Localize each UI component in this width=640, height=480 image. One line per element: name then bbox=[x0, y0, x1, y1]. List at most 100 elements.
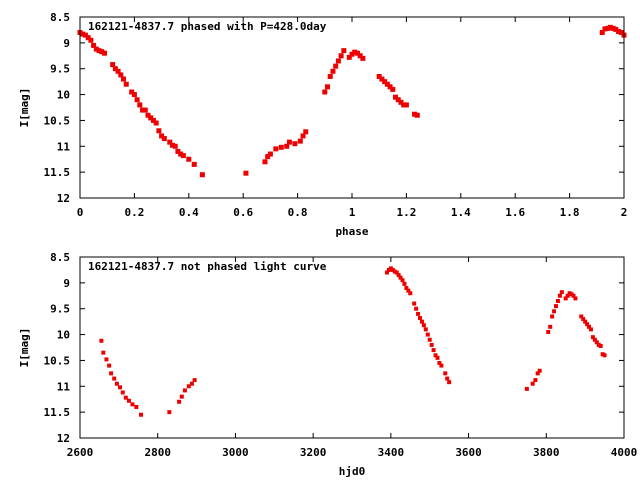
unphased-ticks: 2600 2800 3000 3200 3400 3600 3800 4000 8.5 9 9.5 1… bbox=[44, 251, 638, 459]
unphased-y-tick-label: 11 bbox=[57, 380, 71, 393]
phased-x-tick-label: 0.4 bbox=[179, 206, 199, 219]
unphased-data-point bbox=[186, 384, 191, 389]
unphased-data-point bbox=[104, 357, 109, 362]
unphased-data-point bbox=[404, 286, 409, 291]
phased-data-point bbox=[243, 170, 249, 176]
phased-data-point bbox=[297, 138, 303, 144]
unphased-data-point bbox=[585, 322, 590, 327]
phased-x-tick-label: 0.8 bbox=[288, 206, 308, 219]
unphased-data-point bbox=[554, 304, 558, 309]
phased-data-points bbox=[77, 24, 627, 178]
unphased-data-point bbox=[427, 337, 432, 342]
phased-data-point bbox=[360, 55, 366, 61]
phased-data-point bbox=[395, 97, 401, 103]
phased-data-point bbox=[159, 133, 165, 139]
phased-data-point bbox=[602, 26, 608, 32]
phased-plot-title: 162121-4837.7 phased with P=428.0day bbox=[88, 20, 327, 33]
unphased-data-point bbox=[167, 410, 172, 415]
unphased-data-point bbox=[537, 368, 542, 373]
unphased-x-tick-label: 3000 bbox=[222, 446, 249, 459]
unphased-data-point bbox=[431, 348, 436, 353]
unphased-data-point bbox=[590, 335, 595, 340]
phased-data-point bbox=[401, 102, 407, 108]
unphased-x-tick-label: 3600 bbox=[455, 446, 482, 459]
unphased-data-point bbox=[535, 371, 540, 376]
unphased-data-point bbox=[126, 398, 131, 403]
unphased-data-point bbox=[563, 296, 568, 301]
phased-data-point bbox=[387, 84, 393, 90]
phased-x-tick-label: 1.4 bbox=[451, 206, 471, 219]
phased-data-point bbox=[156, 128, 162, 134]
unphased-data-point bbox=[550, 314, 555, 319]
phased-data-point bbox=[349, 51, 355, 57]
unphased-data-point bbox=[583, 319, 588, 324]
phased-data-point bbox=[115, 68, 121, 74]
phased-data-point bbox=[398, 99, 404, 105]
unphased-x-tick-label: 3200 bbox=[300, 446, 327, 459]
unphased-data-point bbox=[114, 381, 119, 386]
unphased-plot-title: 162121-4837.7 not phased light curve bbox=[88, 260, 327, 273]
phased-data-point bbox=[134, 97, 140, 103]
phased-x-axis-label: phase bbox=[335, 225, 368, 238]
phased-y-tick-label: 10.5 bbox=[44, 114, 71, 127]
phased-data-point bbox=[129, 89, 135, 95]
unphased-data-point bbox=[408, 291, 413, 296]
unphased-data-point bbox=[602, 353, 607, 358]
unphased-data-point bbox=[445, 376, 450, 381]
phased-ticks: 0 0.2 0.4 0.6 0.8 1 1.2 1.4 1.6 1.8 2 8.5 9 9.5 10 10.5… bbox=[44, 11, 628, 219]
unphased-data-point bbox=[423, 327, 428, 332]
unphased-data-point bbox=[592, 337, 597, 342]
phased-data-point bbox=[346, 54, 352, 60]
phased-data-point bbox=[167, 139, 173, 145]
phased-data-point bbox=[150, 117, 156, 123]
unphased-data-point bbox=[177, 399, 182, 404]
phased-x-tick-label: 0.6 bbox=[233, 206, 253, 219]
unphased-data-point bbox=[546, 329, 551, 334]
unphased-x-tick-label: 2600 bbox=[67, 446, 94, 459]
phased-data-point bbox=[140, 107, 146, 113]
phased-data-point bbox=[153, 120, 159, 126]
unphased-data-point bbox=[101, 350, 106, 355]
phased-data-point bbox=[137, 102, 143, 108]
unphased-y-tick-label: 11.5 bbox=[44, 406, 71, 419]
unphased-data-point bbox=[588, 327, 593, 332]
unphased-data-point bbox=[429, 342, 434, 347]
unphased-y-tick-label: 9.5 bbox=[50, 303, 70, 316]
unphased-data-point bbox=[139, 412, 144, 417]
phased-data-point bbox=[82, 32, 88, 38]
unphased-data-point bbox=[414, 306, 419, 311]
phased-data-point bbox=[91, 42, 97, 48]
phased-data-point bbox=[341, 48, 347, 54]
phased-data-point bbox=[599, 30, 605, 36]
unphased-data-point bbox=[179, 394, 184, 399]
phased-data-point bbox=[325, 84, 331, 90]
unphased-data-point bbox=[406, 288, 411, 293]
phased-data-point bbox=[618, 30, 624, 36]
unphased-data-point bbox=[421, 323, 426, 328]
phased-data-point bbox=[384, 81, 390, 87]
unphased-data-point bbox=[530, 381, 535, 386]
unphased-data-point bbox=[107, 363, 112, 368]
phased-data-point bbox=[191, 161, 197, 167]
unphased-data-point bbox=[396, 273, 401, 278]
phased-data-point bbox=[412, 111, 418, 117]
phased-data-point bbox=[172, 143, 178, 149]
unphased-data-point bbox=[437, 361, 442, 366]
unphased-data-point bbox=[134, 404, 139, 409]
unphased-data-point bbox=[552, 309, 557, 314]
phased-y-tick-label: 11.5 bbox=[44, 166, 71, 179]
unphased-data-point bbox=[594, 340, 599, 345]
unphased-data-point bbox=[433, 353, 438, 358]
phased-y-tick-label: 10 bbox=[57, 89, 70, 102]
phased-data-point bbox=[376, 73, 382, 79]
phased-y-tick-label: 8.5 bbox=[50, 11, 70, 24]
phased-data-point bbox=[161, 136, 167, 142]
unphased-data-point bbox=[598, 343, 603, 348]
unphased-data-point bbox=[571, 293, 576, 298]
phased-data-point bbox=[357, 53, 363, 59]
unphased-data-point bbox=[419, 319, 424, 324]
phased-data-point bbox=[333, 63, 339, 69]
unphased-data-point bbox=[112, 376, 117, 381]
